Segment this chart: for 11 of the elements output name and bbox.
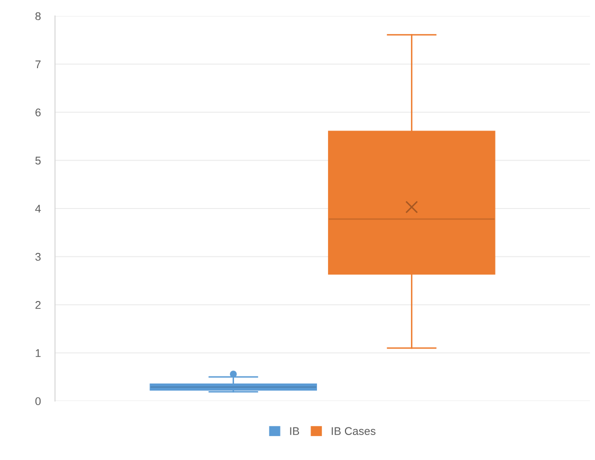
legend-label: IB Cases [332, 427, 376, 436]
y-tick-label: 6 [35, 108, 41, 116]
y-tick-label: 2 [35, 301, 41, 309]
y-tick-label: 3 [35, 252, 41, 261]
y-tick-label: 7 [36, 60, 41, 68]
y-tick-label: 1 [36, 349, 41, 357]
y-tick-label: 0 [35, 397, 41, 406]
y-tick-label: 5 [35, 156, 41, 165]
legend-label: IB [290, 427, 300, 435]
y-tick-label: 4 [35, 204, 41, 213]
y-tick-label: 8 [35, 12, 41, 20]
